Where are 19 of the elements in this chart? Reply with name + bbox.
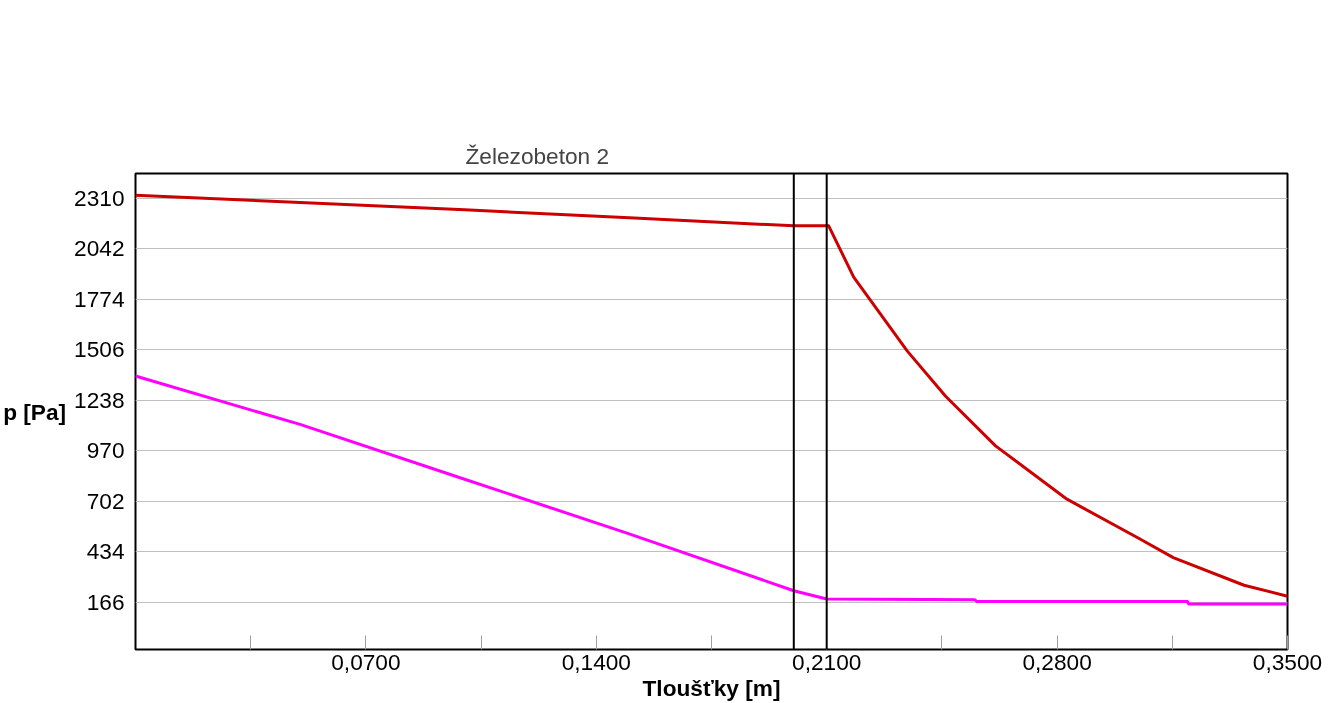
y-tick-label: 2042 — [74, 235, 125, 262]
y-tick-label: 434 — [86, 538, 125, 565]
y-tick-label: 2310 — [74, 184, 125, 211]
x-tick-label: 0,2100 — [792, 648, 862, 675]
x-tick-label: 0,3500 — [1252, 648, 1323, 675]
y-tick-label: 970 — [86, 437, 125, 464]
x-tick-label: 0,0700 — [331, 648, 401, 675]
y-tick-label: 1238 — [74, 386, 125, 413]
y-tick-label: 702 — [86, 487, 125, 514]
x-tick-label: 0,2800 — [1022, 648, 1092, 675]
x-axis-title: Tloušťky [m] — [642, 674, 781, 701]
text: Železobeton 2 — [465, 142, 610, 169]
line-series — [135, 193, 1288, 598]
y-tick-label: 1774 — [74, 285, 125, 312]
y-axis-title: p [Pa] — [3, 398, 67, 425]
y-tick-label: 1506 — [74, 336, 125, 363]
x-tick-label: 0,1400 — [561, 648, 631, 675]
y-tick-label: 166 — [86, 588, 125, 615]
line-series — [135, 374, 1288, 606]
